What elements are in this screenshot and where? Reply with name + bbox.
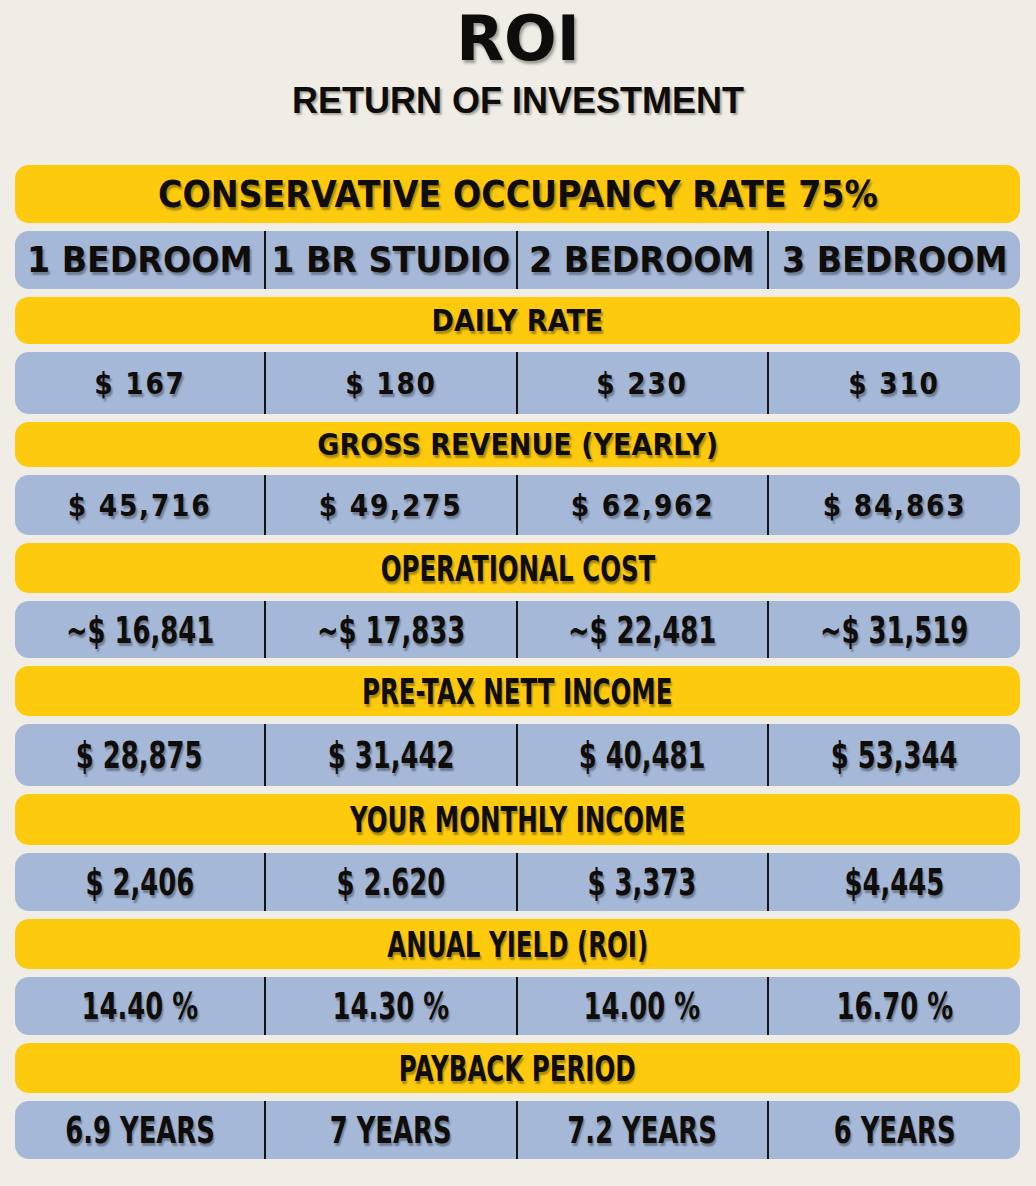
section-label: PAYBACK PERIOD	[399, 1048, 636, 1089]
section-label-daily-rate: DAILY RATE	[15, 297, 1020, 344]
column-header-row: 1 BEDROOM 1 BR STUDIO 2 BEDROOM 3 BEDROO…	[15, 231, 1020, 289]
value-cell: 14.00 %	[518, 977, 769, 1035]
value-cell: $ 84,863	[769, 475, 1020, 535]
value-cell: $ 180	[266, 352, 517, 414]
column-header-2-bedroom: 2 BEDROOM	[518, 231, 769, 289]
values-row-daily-rate: $ 167 $ 180 $ 230 $ 310	[15, 352, 1020, 414]
section-label: DAILY RATE	[432, 303, 604, 338]
section-label-operational-cost: OPERATIONAL COST	[15, 543, 1020, 593]
values-row-your-monthly-income: $ 2,406 $ 2.620 $ 3,373 $4,445	[15, 853, 1020, 911]
value-cell: ~$ 16,841	[15, 601, 266, 658]
values-row-gross-revenue: $ 45,716 $ 49,275 $ 62,962 $ 84,863	[15, 475, 1020, 535]
section-label-pre-tax-nett-income: PRE-TAX NETT INCOME	[15, 666, 1020, 716]
section-label-your-monthly-income: YOUR MONTHLY INCOME	[15, 794, 1020, 845]
roi-table: CONSERVATIVE OCCUPANCY RATE 75% 1 BEDROO…	[15, 165, 1020, 1167]
value-cell: 6 YEARS	[769, 1101, 1020, 1159]
roi-infographic: ROI RETURN OF INVESTMENT CONSERVATIVE OC…	[0, 0, 1036, 1186]
values-row-payback-period: 6.9 YEARS 7 YEARS 7.2 YEARS 6 YEARS	[15, 1101, 1020, 1159]
value-cell: $ 167	[15, 352, 266, 414]
value-cell: $4,445	[769, 853, 1020, 911]
value-cell: $ 310	[769, 352, 1020, 414]
column-header-1-bedroom: 1 BEDROOM	[15, 231, 266, 289]
value-cell: $ 49,275	[266, 475, 517, 535]
banner-row: CONSERVATIVE OCCUPANCY RATE 75%	[15, 165, 1020, 223]
value-cell: 7 YEARS	[266, 1101, 517, 1159]
section-label: PRE-TAX NETT INCOME	[362, 671, 672, 712]
value-cell: $ 45,716	[15, 475, 266, 535]
value-cell: $ 2.620	[266, 853, 517, 911]
value-cell: $ 62,962	[518, 475, 769, 535]
section-label: OPERATIONAL COST	[380, 548, 655, 589]
value-cell: $ 28,875	[15, 724, 266, 786]
section-label: ANUAL YIELD (ROI)	[387, 924, 648, 965]
page-title: ROI	[0, 0, 1036, 70]
value-cell: 14.30 %	[266, 977, 517, 1035]
banner-label: CONSERVATIVE OCCUPANCY RATE 75%	[158, 173, 878, 216]
values-row-anual-yield: 14.40 % 14.30 % 14.00 % 16.70 %	[15, 977, 1020, 1035]
section-label-anual-yield: ANUAL YIELD (ROI)	[15, 919, 1020, 969]
value-cell: $ 53,344	[769, 724, 1020, 786]
column-header-3-bedroom: 3 BEDROOM	[769, 231, 1020, 289]
value-cell: $ 3,373	[518, 853, 769, 911]
section-label: YOUR MONTHLY INCOME	[350, 799, 685, 840]
value-cell: $ 31,442	[266, 724, 517, 786]
value-cell: ~$ 17,833	[266, 601, 517, 658]
value-cell: 6.9 YEARS	[15, 1101, 266, 1159]
value-cell: 14.40 %	[15, 977, 266, 1035]
section-label-payback-period: PAYBACK PERIOD	[15, 1043, 1020, 1093]
value-cell: $ 230	[518, 352, 769, 414]
values-row-operational-cost: ~$ 16,841 ~$ 17,833 ~$ 22,481 ~$ 31,519	[15, 601, 1020, 658]
value-cell: ~$ 22,481	[518, 601, 769, 658]
value-cell: ~$ 31,519	[769, 601, 1020, 658]
value-cell: 16.70 %	[769, 977, 1020, 1035]
page-subtitle: RETURN OF INVESTMENT	[0, 80, 1036, 122]
values-row-pre-tax-nett-income: $ 28,875 $ 31,442 $ 40,481 $ 53,344	[15, 724, 1020, 786]
section-label: GROSS REVENUE (YEARLY)	[317, 427, 718, 462]
value-cell: $ 40,481	[518, 724, 769, 786]
column-header-1-br-studio: 1 BR STUDIO	[266, 231, 517, 289]
value-cell: 7.2 YEARS	[518, 1101, 769, 1159]
value-cell: $ 2,406	[15, 853, 266, 911]
section-label-gross-revenue: GROSS REVENUE (YEARLY)	[15, 422, 1020, 467]
